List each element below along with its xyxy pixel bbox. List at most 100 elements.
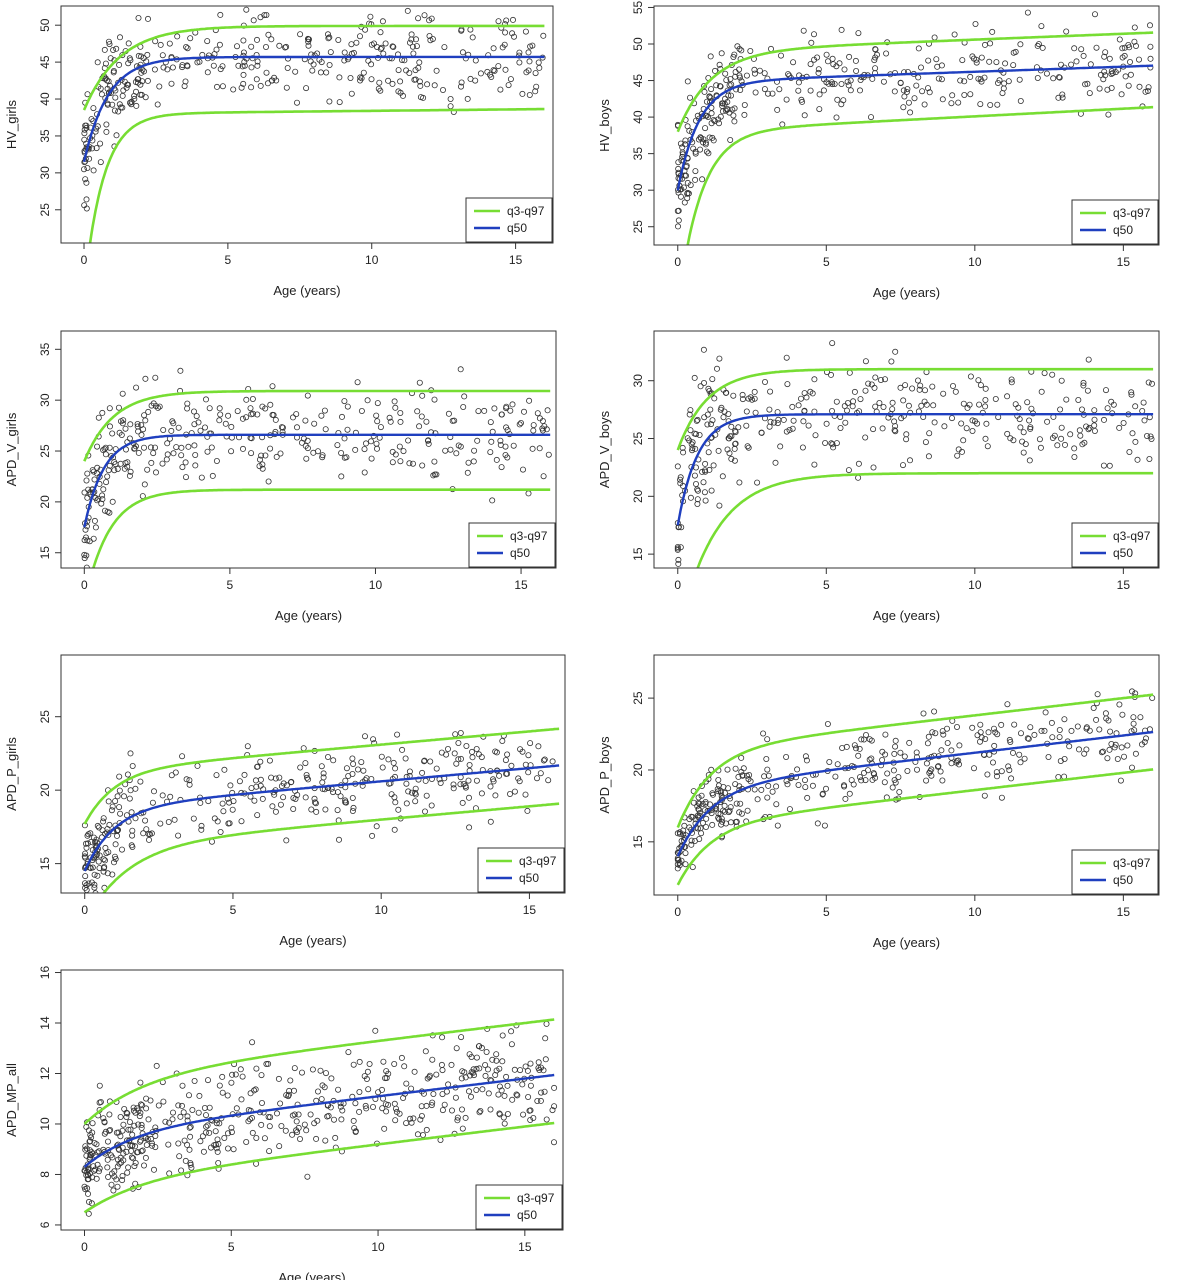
data-point bbox=[379, 1105, 386, 1112]
data-point bbox=[882, 376, 889, 383]
data-point bbox=[94, 443, 101, 450]
data-point bbox=[982, 396, 989, 403]
data-point bbox=[1058, 424, 1065, 431]
data-point bbox=[362, 440, 369, 447]
data-point bbox=[201, 424, 208, 431]
data-point bbox=[833, 63, 840, 70]
data-point bbox=[708, 120, 715, 127]
data-point bbox=[732, 765, 739, 772]
data-point bbox=[751, 66, 758, 73]
data-point bbox=[710, 462, 717, 469]
data-point bbox=[851, 742, 858, 749]
data-point bbox=[1103, 387, 1110, 394]
data-point bbox=[527, 1117, 534, 1124]
data-point bbox=[844, 78, 851, 85]
data-point bbox=[1080, 379, 1087, 386]
data-point bbox=[948, 100, 955, 107]
data-point bbox=[1027, 424, 1034, 431]
x-tick-label: 0 bbox=[674, 578, 681, 592]
data-point bbox=[454, 1114, 461, 1121]
data-point bbox=[739, 396, 746, 403]
data-point bbox=[891, 88, 898, 95]
data-point bbox=[148, 830, 155, 837]
data-point bbox=[393, 1108, 400, 1115]
data-point bbox=[1017, 424, 1024, 431]
data-point bbox=[519, 90, 526, 97]
data-point bbox=[175, 1140, 182, 1147]
data-point bbox=[81, 136, 88, 143]
data-point bbox=[243, 6, 250, 13]
y-tick-label: 20 bbox=[631, 489, 645, 503]
data-point bbox=[109, 871, 116, 878]
x-axis-label: Age (years) bbox=[275, 608, 342, 623]
data-point bbox=[124, 1169, 131, 1176]
data-point bbox=[948, 747, 955, 754]
plot-frame bbox=[60, 330, 557, 569]
data-point bbox=[263, 69, 270, 76]
data-point bbox=[361, 469, 368, 476]
data-point bbox=[828, 440, 835, 447]
data-point bbox=[931, 708, 938, 715]
data-point bbox=[925, 85, 932, 92]
data-point bbox=[269, 383, 276, 390]
data-point bbox=[102, 60, 109, 67]
data-point bbox=[213, 1120, 220, 1127]
data-point bbox=[99, 827, 106, 834]
data-point bbox=[378, 753, 385, 760]
data-point bbox=[135, 449, 142, 456]
data-point bbox=[292, 796, 299, 803]
data-point bbox=[192, 462, 199, 469]
data-point bbox=[976, 401, 983, 408]
data-point bbox=[124, 771, 131, 778]
data-point bbox=[410, 50, 417, 57]
data-point bbox=[1076, 427, 1083, 434]
data-point bbox=[373, 44, 380, 51]
data-point bbox=[784, 781, 791, 788]
data-point bbox=[249, 395, 256, 402]
data-point bbox=[324, 754, 331, 761]
data-point bbox=[186, 777, 193, 784]
data-point bbox=[745, 444, 752, 451]
data-point bbox=[505, 82, 512, 89]
data-point bbox=[731, 457, 738, 464]
data-point bbox=[282, 44, 289, 51]
data-point bbox=[904, 768, 911, 775]
data-point bbox=[356, 1108, 363, 1115]
data-point bbox=[305, 38, 312, 45]
data-point bbox=[310, 61, 317, 68]
data-point bbox=[709, 790, 716, 797]
data-point bbox=[720, 807, 727, 814]
data-point bbox=[504, 751, 511, 758]
data-point bbox=[967, 373, 974, 380]
data-point bbox=[833, 398, 840, 405]
data-point bbox=[129, 1131, 136, 1138]
data-point bbox=[207, 1144, 214, 1151]
data-point bbox=[707, 53, 714, 60]
data-point bbox=[228, 1079, 235, 1086]
data-point bbox=[1049, 371, 1056, 378]
data-point bbox=[422, 777, 429, 784]
data-point bbox=[923, 760, 930, 767]
data-point bbox=[674, 544, 681, 551]
data-point bbox=[130, 1155, 137, 1162]
data-point bbox=[677, 830, 684, 837]
data-point bbox=[428, 1102, 435, 1109]
data-point bbox=[93, 145, 100, 152]
data-point bbox=[338, 413, 345, 420]
data-point bbox=[1140, 399, 1147, 406]
data-point bbox=[135, 1107, 142, 1114]
data-point bbox=[545, 777, 552, 784]
data-point bbox=[482, 1062, 489, 1069]
data-point bbox=[100, 856, 107, 863]
data-point bbox=[214, 1136, 221, 1143]
data-point bbox=[448, 1107, 455, 1114]
data-point bbox=[253, 783, 260, 790]
data-point bbox=[303, 85, 310, 92]
data-point bbox=[123, 84, 130, 91]
data-point bbox=[892, 348, 899, 355]
data-point bbox=[1059, 94, 1066, 101]
data-point bbox=[934, 63, 941, 70]
data-point bbox=[833, 114, 840, 121]
